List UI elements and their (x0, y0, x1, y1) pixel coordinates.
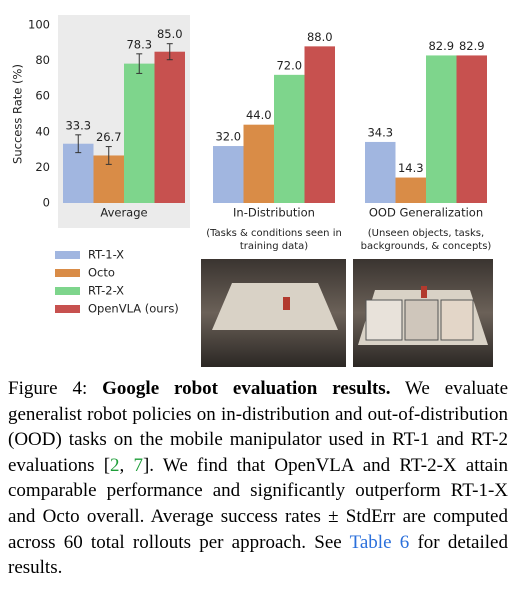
y-tick-label: 100 (28, 18, 50, 32)
caption-link[interactable]: 7 (133, 454, 143, 476)
bar (304, 46, 335, 203)
bar (243, 124, 274, 203)
bar (63, 143, 94, 203)
can (421, 286, 427, 298)
x-tick-label: Average (100, 206, 147, 220)
value-label: 78.3 (126, 37, 152, 51)
picture (365, 299, 403, 341)
caption-title: Google robot evaluation results. (102, 378, 391, 399)
photos (201, 259, 493, 367)
caption-link[interactable]: Table 6 (349, 531, 410, 553)
category-note: backgrounds, & concepts) (361, 241, 492, 252)
bar (124, 63, 155, 203)
value-label: 26.7 (96, 130, 122, 144)
value-label: 14.3 (398, 161, 424, 175)
caption: Figure 4: Google robot evaluation result… (8, 376, 508, 588)
y-tick-label: 40 (35, 124, 50, 138)
value-label: 33.3 (65, 118, 91, 132)
category-note: (Unseen objects, tasks, (368, 228, 484, 239)
picture (440, 299, 474, 341)
caption-text: We evaluate generalist robot policies on… (8, 378, 508, 476)
value-label: 88.0 (307, 30, 333, 44)
legend-swatch (55, 269, 80, 277)
legend-swatch (55, 305, 80, 313)
value-label: 44.0 (246, 108, 272, 122)
value-label: 34.3 (367, 125, 393, 139)
y-tick-label: 80 (35, 53, 50, 67)
legend-swatch (55, 287, 80, 295)
category-note: training data) (240, 241, 308, 252)
error-bar (166, 43, 173, 61)
error-bar (136, 53, 143, 74)
bar (154, 51, 185, 204)
legend-label: RT-2-X (88, 284, 124, 298)
value-label: 82.9 (459, 39, 485, 53)
bar (395, 177, 426, 203)
caption-text: ]. We find that OpenVLA and RT-2-X attai… (8, 454, 508, 553)
caption-text: for detailed results. (8, 531, 508, 579)
y-tick-label: 0 (43, 196, 50, 210)
legend-label: RT-1-X (88, 248, 124, 262)
legend-label: OpenVLA (ours) (88, 302, 179, 316)
caption-label: Figure 4: (8, 378, 88, 399)
bar (426, 55, 457, 203)
bar (365, 141, 396, 203)
bar (456, 55, 487, 203)
caption-link[interactable]: 2 (110, 454, 120, 476)
category-note: (Tasks & conditions seen in (206, 228, 342, 239)
picture (404, 299, 439, 341)
error-bar (75, 134, 82, 154)
y-tick-label: 60 (35, 89, 50, 103)
table (212, 283, 338, 330)
value-label: 72.0 (276, 58, 302, 72)
x-tick-label: OOD Generalization (369, 206, 483, 220)
y-axis-label: Success Rate (%) (11, 64, 25, 164)
y-tick-label: 20 (35, 160, 50, 174)
error-bar (105, 146, 112, 165)
x-tick-label: In-Distribution (233, 206, 315, 220)
caption-text: , (119, 454, 134, 476)
value-label: 32.0 (215, 130, 241, 144)
bar (213, 146, 244, 203)
legend-swatch (55, 251, 80, 259)
can (283, 297, 290, 310)
chart: Success Rate (%) 0 20 40 60 80 100 Average 33.3… (11, 15, 493, 367)
bar (274, 74, 305, 203)
legend-label: Octo (88, 266, 115, 280)
value-label: 85.0 (157, 27, 183, 41)
value-label: 82.9 (428, 39, 454, 53)
